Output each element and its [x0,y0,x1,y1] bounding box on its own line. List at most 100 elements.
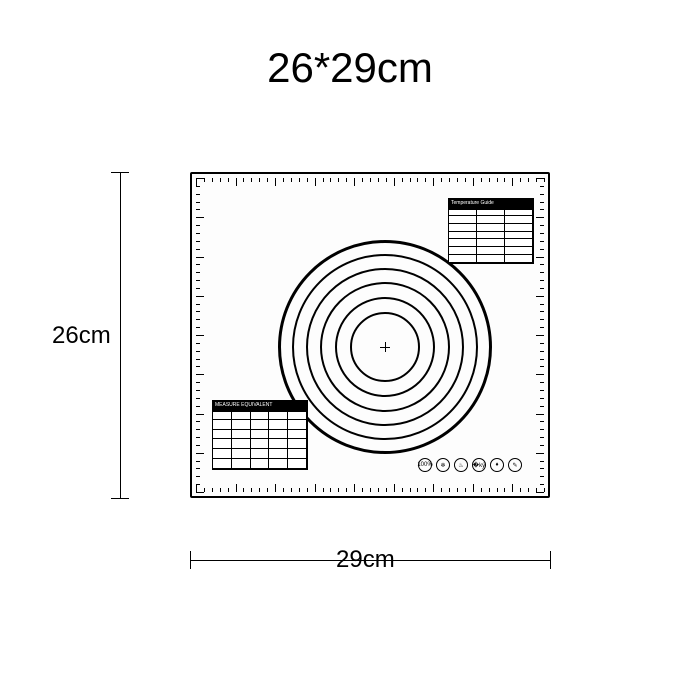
ruler-tick [386,488,387,492]
ruler-tick [504,488,505,492]
ruler-tick [196,476,200,477]
table-cell [477,208,505,216]
ruler-tick [540,406,544,407]
ruler-tick [196,406,200,407]
table-cell [449,239,477,247]
ruler-tick [512,484,513,492]
table-cell [251,420,270,430]
table-cell [251,410,270,420]
ruler-tick [196,335,204,336]
ruler-tick [315,178,316,186]
ruler-tick [196,304,200,305]
ruler-tick [283,488,284,492]
ruler-tick [196,359,200,360]
table-cell [505,232,533,240]
ruler-tick [536,178,544,179]
ruler-tick [196,468,200,469]
ruler-tick [394,178,395,186]
table-cell [288,459,307,469]
table-cell [449,247,477,255]
table-cell [505,239,533,247]
ruler-tick [338,178,339,182]
ruler-tick [354,484,355,492]
table-cell [449,255,477,263]
ruler-tick [540,311,544,312]
ruler-tick [465,488,466,492]
ruler-tick [346,488,347,492]
table-cell [232,420,251,430]
ruler-tick [441,488,442,492]
mat-icon: ❄ [436,458,450,472]
ruler-tick [433,178,434,186]
ruler-tick [299,488,300,492]
ruler-tick [283,178,284,182]
ruler-tick [299,178,300,182]
mat-icon: 100% [418,458,432,472]
ruler-tick [228,178,229,182]
ruler-tick [410,488,411,492]
ruler-tick [330,488,331,492]
ruler-tick [220,488,221,492]
ruler-tick [196,437,200,438]
ruler-tick [370,178,371,182]
ruler-tick [536,296,544,297]
ruler-tick [394,484,395,492]
table-cell [269,410,288,420]
table-cell [288,439,307,449]
mat-icon: �ký [472,458,486,472]
ruler-tick [540,319,544,320]
table-cell [213,459,232,469]
ruler-tick [370,488,371,492]
ruler-tick [196,484,197,492]
ruler-tick [330,178,331,182]
ruler-tick [196,209,200,210]
dim-vertical-line [120,172,121,498]
ruler-tick [196,374,204,375]
ruler-tick [196,241,200,242]
ruler-tick [291,178,292,182]
ruler-tick [540,272,544,273]
table-cell [449,224,477,232]
ruler-tick [457,488,458,492]
ruler-tick [362,178,363,182]
ruler-tick [536,453,544,454]
ruler-tick [204,178,205,182]
table-cell [269,439,288,449]
ruler-tick [540,304,544,305]
ruler-tick [489,488,490,492]
ruler-tick [196,202,200,203]
dim-horizontal-left-tick [190,551,191,569]
table-cell [477,232,505,240]
ruler-tick [473,484,474,492]
ruler-tick [540,366,544,367]
ruler-tick [520,488,521,492]
ruler-tick [212,178,213,182]
table-cell [505,224,533,232]
ruler-tick [196,492,204,493]
ruler-tick [536,492,544,493]
table-cell [288,410,307,420]
ruler-tick [457,178,458,182]
ruler-tick [540,249,544,250]
ruler-tick [243,178,244,182]
ruler-tick [338,488,339,492]
ruler-tick [251,178,252,182]
ruler-tick [196,319,200,320]
table-cell [505,208,533,216]
ruler-tick [540,280,544,281]
ring-crosshair [385,342,386,352]
ruler-tick [196,257,204,258]
table-measure-grid [213,410,307,469]
ruler-tick [196,429,200,430]
ruler-tick [378,178,379,182]
ruler-tick [275,178,276,186]
ruler-tick [196,366,200,367]
table-cell [449,208,477,216]
ruler-tick [540,209,544,210]
ruler-tick [196,351,200,352]
table-cell [213,420,232,430]
mat-icon: ♨ [454,458,468,472]
ruler-tick [291,488,292,492]
ruler-tick [473,178,474,186]
dim-horizontal-label: 29cm [336,546,395,574]
